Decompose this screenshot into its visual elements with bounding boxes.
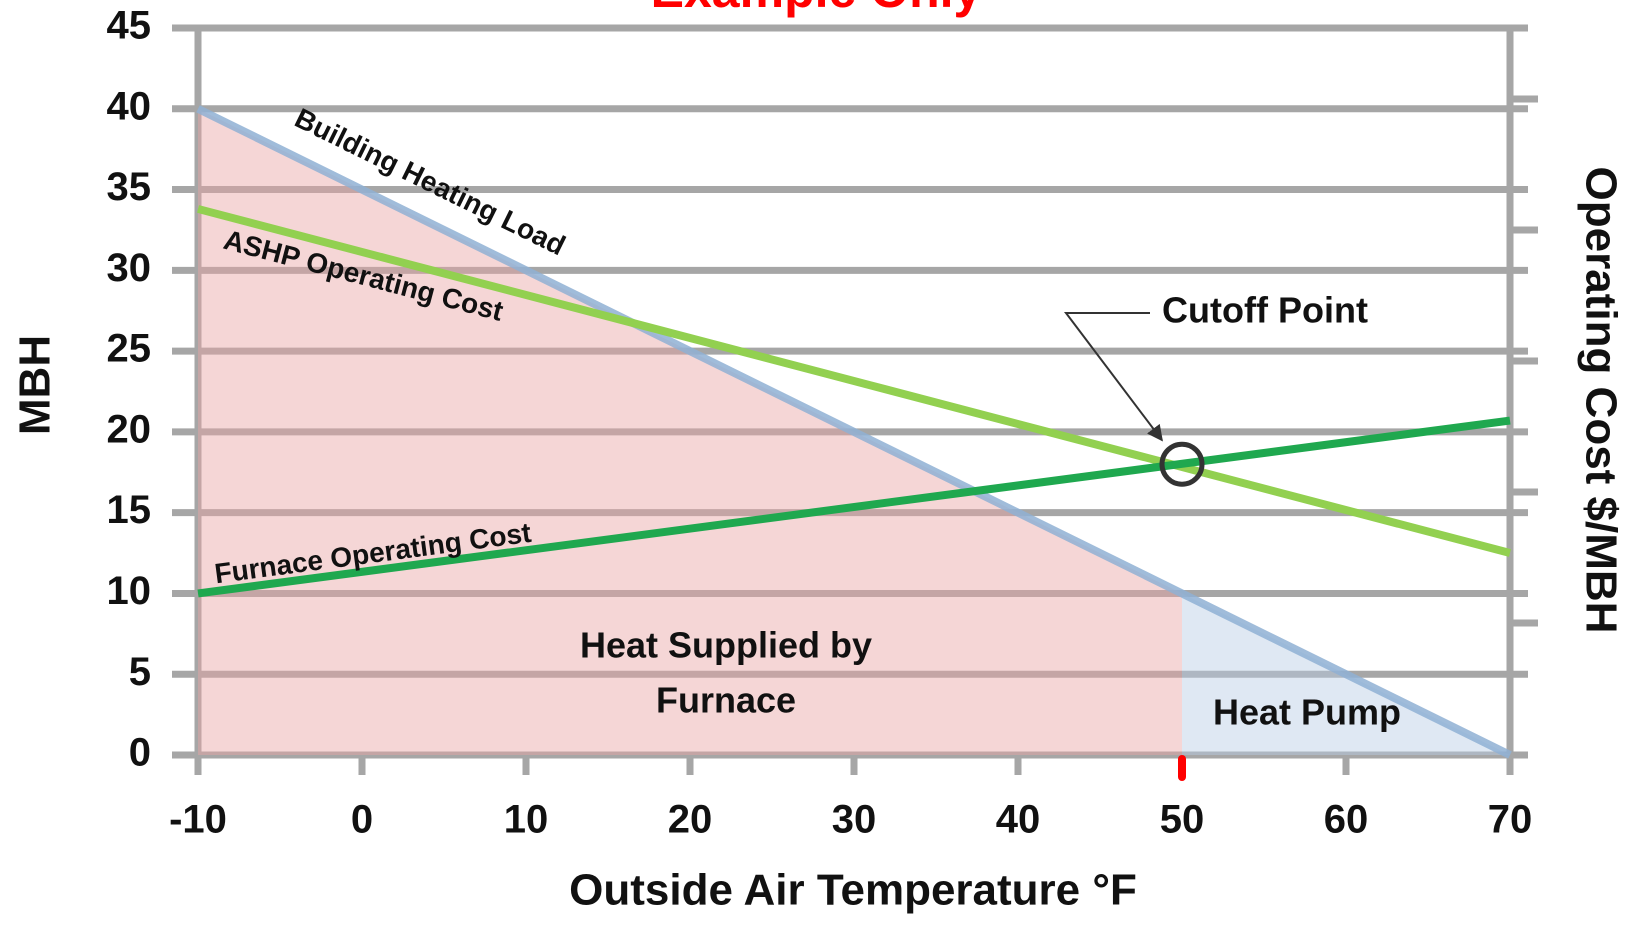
- x-tick-label: 30: [832, 798, 877, 842]
- region-label: Furnace: [656, 680, 796, 721]
- y-tick-label: 0: [129, 731, 151, 775]
- cutoff-arrow: [1063, 312, 1163, 442]
- y-tick-label: 35: [107, 165, 152, 209]
- x-tick-label: -10: [169, 798, 227, 842]
- y-tick-label: 10: [107, 569, 152, 613]
- x-tick-label: 10: [504, 798, 549, 842]
- cutoff-marker: [1159, 441, 1205, 487]
- series-line: [197, 416, 1511, 598]
- chart-title: Example Only: [651, 0, 982, 18]
- y-tick-label: 30: [107, 246, 152, 290]
- y-tick-label: 25: [107, 327, 152, 371]
- y-tick-label: 40: [107, 84, 152, 128]
- series-line: [196, 105, 1512, 759]
- x-tick-label: 70: [1488, 798, 1533, 842]
- y-tick-label: 20: [107, 407, 152, 451]
- cutoff-label: Cutoff Point: [1162, 290, 1368, 331]
- region-label: Heat Supplied by: [580, 625, 872, 666]
- region-label: Heat Pump: [1213, 692, 1401, 733]
- y-axis-title: MBH: [11, 335, 60, 435]
- y-tick-label: 45: [107, 4, 152, 48]
- x-tick-label: 50: [1160, 798, 1205, 842]
- x-tick-label: 40: [996, 798, 1041, 842]
- x-tick-label: 20: [668, 798, 713, 842]
- y-tick-label: 15: [107, 488, 152, 532]
- y2-axis-title: Operating Cost $/MBH: [1576, 167, 1625, 634]
- x-tick-label: 60: [1324, 798, 1369, 842]
- y-tick-label: 5: [129, 650, 151, 694]
- x-tick-label: 0: [351, 798, 373, 842]
- series-line: [196, 205, 1512, 557]
- y2-ticks: [1510, 95, 1538, 627]
- x-axis-title: Outside Air Temperature °F: [569, 866, 1137, 915]
